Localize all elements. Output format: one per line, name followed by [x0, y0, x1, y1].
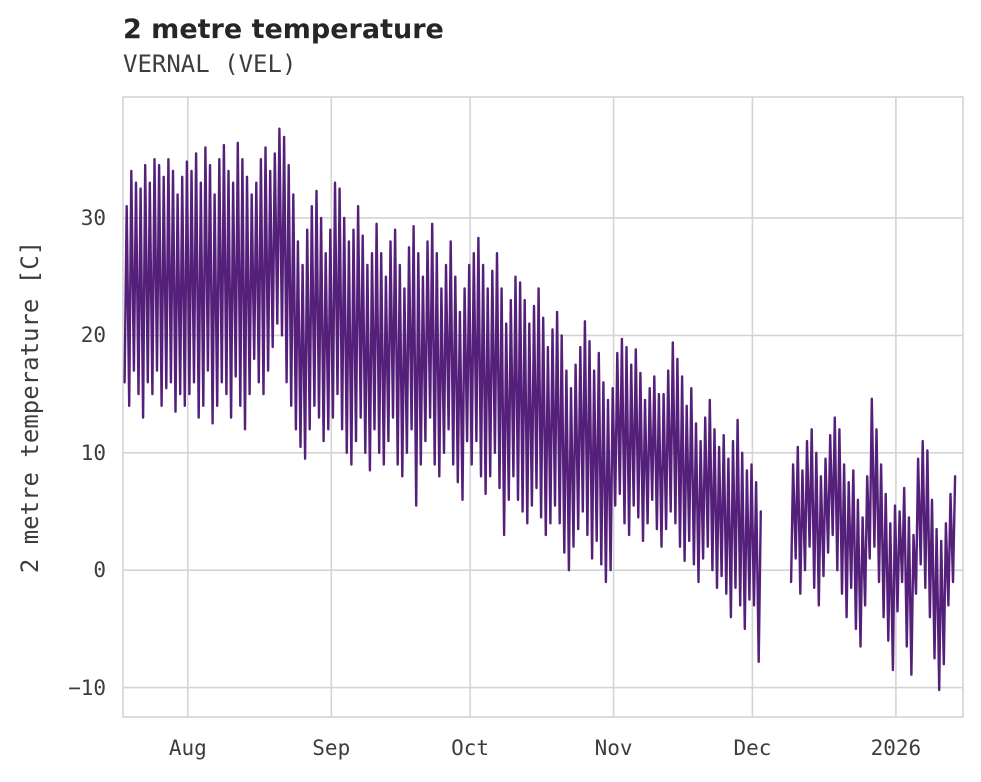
x-tick-2026: 2026: [870, 736, 922, 760]
x-tick-nov: Nov: [594, 736, 633, 760]
plot-border: [122, 96, 964, 718]
x-tick-sep: Sep: [312, 736, 351, 760]
y-tick-0: 0: [93, 558, 106, 583]
y-tick-20: 20: [80, 323, 106, 348]
y-tick-neg10: −10: [68, 675, 106, 700]
station-subtitle: VERNAL (VEL): [123, 50, 297, 78]
x-tick-aug: Aug: [168, 736, 207, 760]
y-tick-30: 30: [80, 205, 106, 230]
y-tick-10: 10: [80, 440, 106, 465]
y-axis-title: 2 metre temperature [C]: [16, 240, 44, 574]
x-tick-dec: Dec: [733, 736, 772, 760]
temperature-line: [123, 127, 957, 692]
chart-title: 2 metre temperature: [123, 14, 444, 45]
x-tick-oct: Oct: [451, 736, 490, 760]
